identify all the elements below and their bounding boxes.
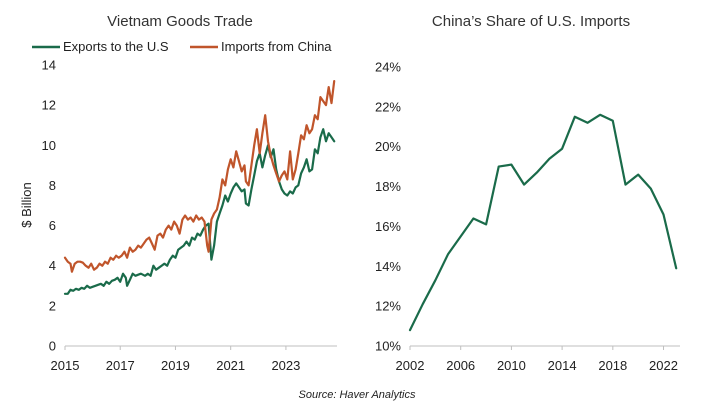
series-line-exports-to-the-u-s <box>63 128 336 295</box>
trade-x-tick-label: 2017 <box>106 358 135 373</box>
share-x-tick-label: 2002 <box>396 358 425 373</box>
share-y-tick-label: 16% <box>375 219 401 234</box>
share-y-tick-label: 14% <box>375 259 401 274</box>
trade-x-tick-label: 2019 <box>161 358 190 373</box>
share-x-tick-label: 2010 <box>497 358 526 373</box>
trade-x-tick-label: 2015 <box>51 358 80 373</box>
share-x-tick-label: 2006 <box>446 358 475 373</box>
share-chart-title: China’s Share of U.S. Imports <box>432 13 630 30</box>
trade-y-tick-label: 4 <box>49 258 56 273</box>
share-y-tick-label: 20% <box>375 139 401 154</box>
share-x-tick-label: 2022 <box>649 358 678 373</box>
share-y-tick-label: 10% <box>375 339 401 354</box>
trade-y-tick-label: 8 <box>49 178 56 193</box>
source-note: Source: Haver Analytics <box>299 389 416 401</box>
legend-label-imports: Imports from China <box>221 39 332 54</box>
trade-y-tick-label: 12 <box>42 98 56 113</box>
series-line-china-s-share-of-u-s-imports <box>408 113 678 332</box>
trade-y-tick-label: 0 <box>49 339 56 354</box>
share-y-tick-label: 18% <box>375 179 401 194</box>
trade-x-tick-label: 2023 <box>271 358 300 373</box>
series-line-imports-from-china <box>63 80 336 273</box>
trade-y-tick-label: 6 <box>49 218 56 233</box>
trade-y-tick-label: 14 <box>42 58 56 73</box>
trade-x-tick-label: 2021 <box>216 358 245 373</box>
share-y-tick-label: 12% <box>375 299 401 314</box>
legend-label-exports: Exports to the U.S <box>63 39 169 54</box>
trade-y-axis-label: $ Billion <box>19 182 34 228</box>
share-x-tick-label: 2018 <box>598 358 627 373</box>
share-y-tick-label: 22% <box>375 99 401 114</box>
trade-chart-title: Vietnam Goods Trade <box>107 13 253 30</box>
share-y-tick-label: 24% <box>375 60 401 75</box>
trade-y-tick-label: 2 <box>49 298 56 313</box>
trade-y-tick-label: 10 <box>42 138 56 153</box>
share-x-tick-label: 2014 <box>548 358 577 373</box>
